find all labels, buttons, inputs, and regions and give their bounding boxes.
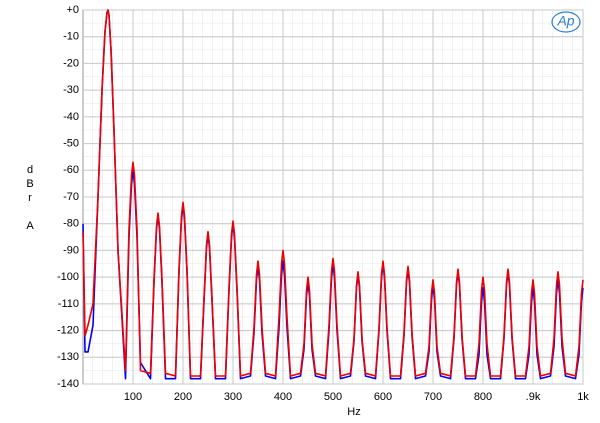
y-tick-label: +0 xyxy=(66,4,79,16)
y-tick-label: -60 xyxy=(63,164,79,176)
y-axis-label: r xyxy=(28,192,32,204)
y-tick-label: -110 xyxy=(58,298,79,310)
logo: Ap xyxy=(551,11,581,33)
logo-ring xyxy=(551,11,581,33)
x-tick-label: 600 xyxy=(374,391,392,403)
series-line xyxy=(82,9,584,377)
y-tick-label: -120 xyxy=(57,324,79,336)
y-tick-label: -20 xyxy=(63,57,79,69)
x-tick-label: .9k xyxy=(526,391,541,403)
y-tick-label: -100 xyxy=(57,271,79,283)
x-tick-label: 1k xyxy=(577,391,589,403)
y-axis-label: A xyxy=(26,220,34,232)
x-tick-label: 300 xyxy=(224,391,242,403)
y-tick-label: -40 xyxy=(63,111,79,123)
x-tick-label: 100 xyxy=(124,391,142,403)
y-tick-label: -80 xyxy=(63,218,79,230)
x-tick-label: 800 xyxy=(474,391,492,403)
y-tick-label: -30 xyxy=(63,84,79,96)
y-axis-label: B xyxy=(26,178,33,190)
y-tick-label: -10 xyxy=(63,31,79,43)
x-tick-label: 400 xyxy=(274,391,292,403)
y-tick-label: -50 xyxy=(63,137,79,149)
y-tick-label: -130 xyxy=(57,351,79,363)
y-tick-label: -90 xyxy=(63,244,79,256)
logo-text: Ap xyxy=(556,13,574,29)
x-tick-label: 500 xyxy=(324,391,342,403)
x-axis-label: Hz xyxy=(347,406,360,418)
y-tick-label: -70 xyxy=(63,191,79,203)
x-tick-label: 700 xyxy=(424,391,442,403)
y-axis-label: d xyxy=(27,164,33,176)
y-tick-label: -140 xyxy=(57,378,79,390)
x-tick-label: 200 xyxy=(174,391,192,403)
